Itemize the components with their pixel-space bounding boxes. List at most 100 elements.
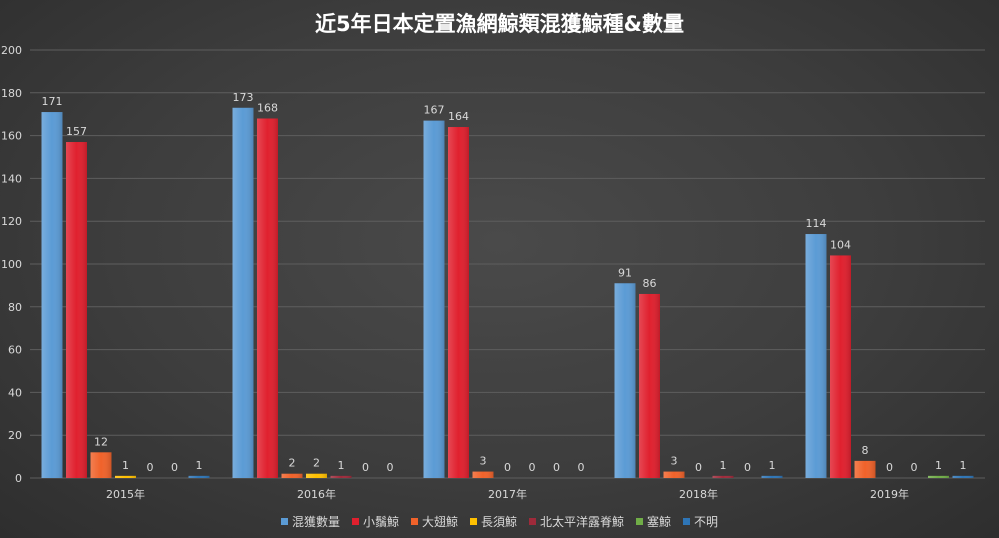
data-label: 86 — [643, 277, 657, 290]
x-tick-label: 2019年 — [870, 487, 909, 501]
y-tick-label: 100 — [1, 258, 22, 271]
legend-swatch — [351, 518, 359, 525]
bars — [41, 107, 974, 479]
bar-shading — [928, 475, 949, 478]
data-label: 3 — [671, 455, 678, 468]
data-label: 2 — [313, 457, 320, 470]
data-label: 0 — [362, 461, 369, 474]
legend: 混獲數量 小鬚鯨 大翅鯨 長須鯨 北太平洋露脊鯨 塞鯨 不明 — [0, 513, 999, 530]
data-label: 0 — [886, 461, 893, 474]
y-tick-label: 0 — [15, 472, 22, 485]
legend-item: 不明 — [683, 513, 718, 530]
data-label: 1 — [769, 459, 776, 472]
bar-shading — [41, 112, 63, 478]
bar-shading — [330, 475, 352, 478]
bar-shading — [448, 127, 469, 478]
legend-label: 混獲數量 — [291, 515, 340, 529]
y-tick-label: 180 — [1, 87, 22, 100]
legend-label: 大翅鯨 — [421, 515, 458, 529]
y-tick-label: 80 — [8, 301, 22, 314]
legend-swatch — [280, 518, 288, 525]
bar-shading — [281, 473, 303, 478]
x-tick-label: 2016年 — [297, 487, 336, 501]
data-label: 1 — [960, 459, 967, 472]
chart-title: 近5年日本定置漁網鯨類混獲鯨種&數量 — [315, 12, 684, 36]
y-tick-label: 200 — [1, 44, 22, 57]
y-tick-label: 40 — [8, 386, 22, 399]
data-label: 173 — [233, 91, 254, 104]
data-label: 164 — [448, 110, 469, 123]
data-label: 0 — [578, 461, 585, 474]
y-axis-ticks: 0 20 40 60 80 100 120 140 160 180 200 — [1, 44, 22, 485]
legend-swatch — [636, 518, 644, 525]
legend-label: 不明 — [694, 515, 719, 529]
data-label: 171 — [42, 95, 63, 108]
bar-shading — [854, 460, 876, 478]
data-label: 0 — [387, 461, 394, 474]
data-label: 0 — [695, 461, 702, 474]
bar-shading — [712, 475, 734, 478]
data-label: 0 — [171, 461, 178, 474]
bar-shading — [472, 471, 494, 478]
y-tick-label: 60 — [8, 344, 22, 357]
data-label: 0 — [744, 461, 751, 474]
bar-shading — [952, 475, 974, 478]
x-tick-label: 2018年 — [679, 487, 718, 501]
legend-swatch — [469, 518, 477, 525]
data-label: 0 — [529, 461, 536, 474]
legend-item: 混獲數量 — [280, 513, 340, 530]
data-label: 114 — [806, 217, 827, 230]
gridlines — [30, 49, 985, 479]
y-tick-label: 140 — [1, 172, 22, 185]
bar-shading — [663, 471, 685, 478]
bar-shading — [830, 255, 851, 478]
data-label: 1 — [122, 459, 129, 472]
x-axis-ticks: 2015年 2016年 2017年 2018年 2019年 — [106, 487, 909, 501]
x-tick-label: 2015年 — [106, 487, 145, 501]
bar-shading — [232, 107, 254, 478]
data-label: 0 — [553, 461, 560, 474]
data-label: 3 — [480, 455, 487, 468]
legend-item: 北太平洋露脊鯨 — [529, 513, 624, 530]
data-label: 0 — [147, 461, 154, 474]
bar-shading — [90, 452, 112, 478]
data-label: 12 — [94, 435, 108, 448]
data-label: 157 — [66, 125, 87, 138]
data-label: 2 — [289, 457, 296, 470]
bar-shading — [805, 234, 827, 478]
legend-swatch — [410, 518, 418, 525]
y-tick-label: 20 — [8, 429, 22, 442]
data-label: 0 — [504, 461, 511, 474]
legend-label: 北太平洋露脊鯨 — [540, 515, 625, 529]
legend-label: 長須鯨 — [480, 515, 517, 529]
data-label: 168 — [257, 101, 278, 114]
data-label: 104 — [830, 238, 851, 251]
bar-shading — [639, 293, 660, 478]
legend-item: 塞鯨 — [636, 513, 671, 530]
x-tick-label: 2017年 — [488, 487, 527, 501]
legend-label: 塞鯨 — [647, 515, 672, 529]
y-tick-label: 120 — [1, 215, 22, 228]
legend-label: 小鬚鯨 — [362, 515, 399, 529]
bar-shading — [614, 283, 636, 478]
legend-item: 長須鯨 — [469, 513, 517, 530]
data-label: 1 — [196, 459, 203, 472]
data-label: 1 — [720, 459, 727, 472]
data-label: 167 — [424, 104, 445, 117]
bar-shading — [188, 475, 210, 478]
legend-item: 小鬚鯨 — [351, 513, 399, 530]
legend-item: 大翅鯨 — [410, 513, 458, 530]
data-label: 1 — [338, 459, 345, 472]
data-label: 91 — [618, 266, 632, 279]
y-tick-label: 160 — [1, 130, 22, 143]
data-label: 8 — [862, 444, 869, 457]
bar-shading — [257, 118, 278, 478]
bar-shading — [115, 475, 136, 478]
legend-swatch — [529, 518, 536, 525]
bar-shading — [423, 120, 445, 479]
legend-swatch — [683, 518, 691, 525]
bar-shading — [66, 142, 87, 478]
data-label: 0 — [911, 461, 918, 474]
